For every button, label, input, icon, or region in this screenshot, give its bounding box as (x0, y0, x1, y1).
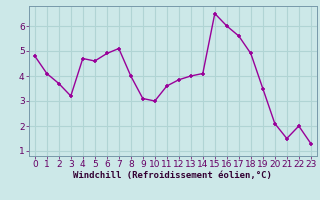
X-axis label: Windchill (Refroidissement éolien,°C): Windchill (Refroidissement éolien,°C) (73, 171, 272, 180)
